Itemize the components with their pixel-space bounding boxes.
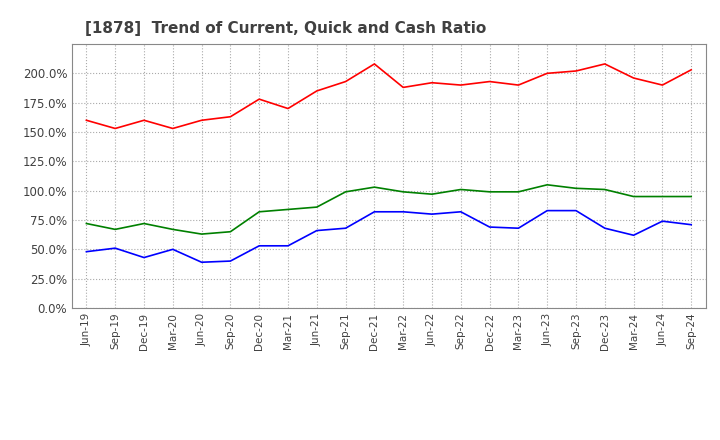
Quick Ratio: [284, 207, 292, 212]
Cash Ratio: [514, 226, 523, 231]
Line: Quick Ratio: Quick Ratio: [86, 185, 691, 234]
Quick Ratio: [168, 227, 177, 232]
Current Ratio: [428, 80, 436, 85]
Current Ratio: [226, 114, 235, 119]
Cash Ratio: [600, 226, 609, 231]
Current Ratio: [284, 106, 292, 111]
Cash Ratio: [312, 228, 321, 233]
Cash Ratio: [485, 224, 494, 230]
Current Ratio: [111, 126, 120, 131]
Quick Ratio: [82, 221, 91, 226]
Quick Ratio: [341, 189, 350, 194]
Current Ratio: [168, 126, 177, 131]
Current Ratio: [341, 79, 350, 84]
Quick Ratio: [370, 184, 379, 190]
Current Ratio: [370, 61, 379, 66]
Cash Ratio: [572, 208, 580, 213]
Cash Ratio: [370, 209, 379, 214]
Current Ratio: [658, 82, 667, 88]
Current Ratio: [456, 82, 465, 88]
Quick Ratio: [629, 194, 638, 199]
Cash Ratio: [168, 247, 177, 252]
Quick Ratio: [687, 194, 696, 199]
Cash Ratio: [111, 246, 120, 251]
Quick Ratio: [485, 189, 494, 194]
Current Ratio: [485, 79, 494, 84]
Quick Ratio: [140, 221, 148, 226]
Current Ratio: [197, 117, 206, 123]
Current Ratio: [514, 82, 523, 88]
Quick Ratio: [226, 229, 235, 235]
Quick Ratio: [572, 186, 580, 191]
Current Ratio: [543, 71, 552, 76]
Text: [1878]  Trend of Current, Quick and Cash Ratio: [1878] Trend of Current, Quick and Cash …: [85, 21, 486, 36]
Quick Ratio: [600, 187, 609, 192]
Line: Current Ratio: Current Ratio: [86, 64, 691, 128]
Cash Ratio: [428, 212, 436, 217]
Cash Ratio: [456, 209, 465, 214]
Cash Ratio: [543, 208, 552, 213]
Cash Ratio: [226, 258, 235, 264]
Cash Ratio: [284, 243, 292, 249]
Cash Ratio: [82, 249, 91, 254]
Quick Ratio: [514, 189, 523, 194]
Current Ratio: [82, 117, 91, 123]
Current Ratio: [140, 117, 148, 123]
Current Ratio: [687, 67, 696, 73]
Quick Ratio: [658, 194, 667, 199]
Quick Ratio: [197, 231, 206, 237]
Current Ratio: [600, 61, 609, 66]
Cash Ratio: [399, 209, 408, 214]
Current Ratio: [572, 68, 580, 73]
Current Ratio: [312, 88, 321, 94]
Cash Ratio: [687, 222, 696, 227]
Line: Cash Ratio: Cash Ratio: [86, 211, 691, 262]
Cash Ratio: [255, 243, 264, 249]
Cash Ratio: [658, 219, 667, 224]
Quick Ratio: [111, 227, 120, 232]
Quick Ratio: [456, 187, 465, 192]
Current Ratio: [399, 85, 408, 90]
Quick Ratio: [399, 189, 408, 194]
Current Ratio: [255, 96, 264, 102]
Cash Ratio: [341, 226, 350, 231]
Quick Ratio: [255, 209, 264, 214]
Quick Ratio: [543, 182, 552, 187]
Cash Ratio: [629, 233, 638, 238]
Quick Ratio: [428, 191, 436, 197]
Quick Ratio: [312, 205, 321, 210]
Current Ratio: [629, 75, 638, 81]
Cash Ratio: [140, 255, 148, 260]
Cash Ratio: [197, 260, 206, 265]
